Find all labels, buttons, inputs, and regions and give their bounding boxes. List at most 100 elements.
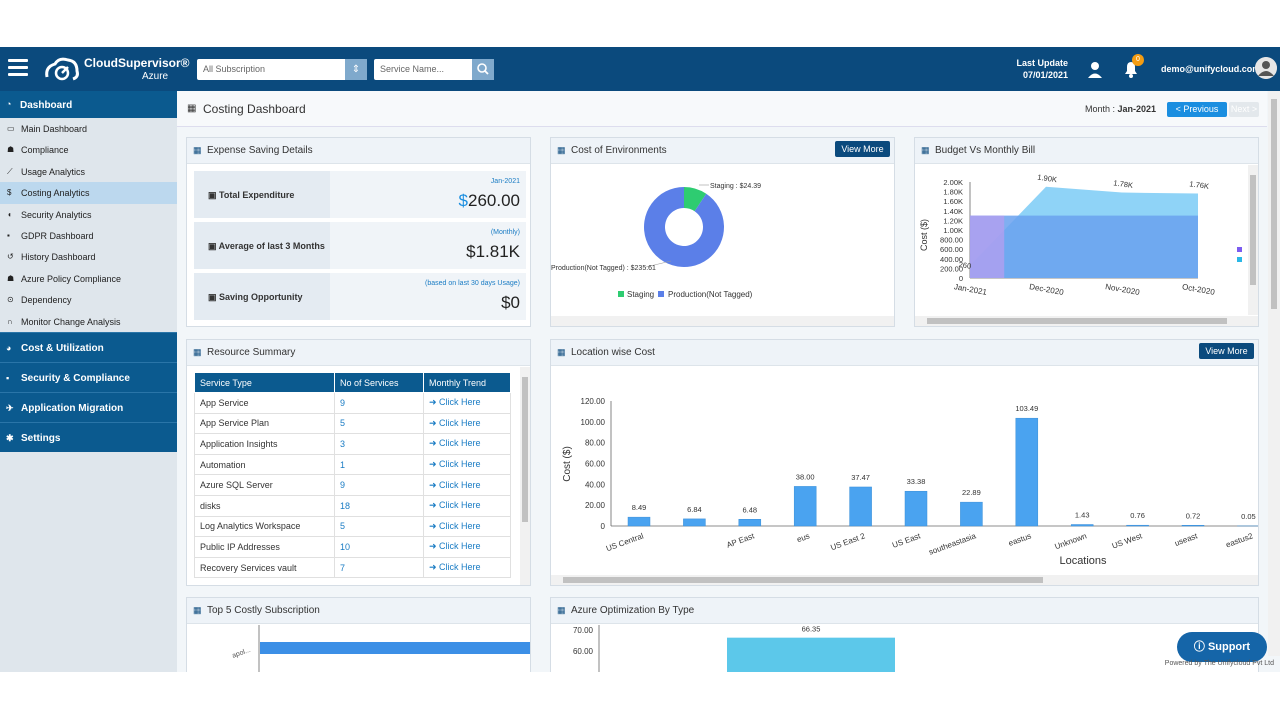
- next-button[interactable]: Next >: [1229, 102, 1259, 117]
- location-bar[interactable]: [904, 490, 928, 527]
- subscription-select[interactable]: All Subscription ⇕: [197, 59, 367, 80]
- sidebar-item-monitor-change-analysis[interactable]: ∩ Monitor Change Analysis: [0, 311, 177, 332]
- service-count[interactable]: 10: [334, 536, 424, 558]
- cloud-logo-icon: [45, 57, 79, 81]
- resource-vscroll[interactable]: [520, 367, 530, 585]
- monthly-trend-link[interactable]: ➜ Click Here: [423, 392, 511, 414]
- location-bar[interactable]: [793, 486, 817, 527]
- sidebar: ◔ Dashboard ▭ Main Dashboard ☗ Compliance ⟋ Us…: [0, 91, 177, 672]
- menu-icon[interactable]: [8, 59, 28, 77]
- service-count[interactable]: 5: [334, 412, 424, 435]
- sidebar-item-costing-analytics[interactable]: $ Costing Analytics: [0, 182, 177, 204]
- grid-icon: ▦: [193, 145, 202, 155]
- location-bar[interactable]: [627, 516, 651, 527]
- location-bar[interactable]: [1126, 524, 1149, 527]
- search-button[interactable]: [472, 59, 494, 80]
- location-bar[interactable]: [849, 486, 872, 527]
- page-vscroll[interactable]: [1268, 91, 1280, 656]
- sidebar-item-gdpr-dashboard[interactable]: ▪ GDPR Dashboard: [0, 225, 177, 246]
- monthly-trend-link[interactable]: ➜ Click Here: [423, 474, 511, 496]
- budget-xtick: Jan-2021: [953, 282, 988, 297]
- user-email[interactable]: demo@unifycloud.com: [1161, 64, 1261, 74]
- service-count[interactable]: 3: [334, 433, 424, 455]
- location-view-more-button[interactable]: View More: [1199, 343, 1254, 359]
- monthly-trend-link[interactable]: ➜ Click Here: [423, 536, 511, 558]
- budget-hscroll[interactable]: [915, 316, 1258, 326]
- budget-vscroll[interactable]: [1248, 165, 1258, 315]
- location-bar[interactable]: [1181, 525, 1205, 527]
- budget-legend-swatch[interactable]: [1237, 247, 1242, 252]
- service-count[interactable]: 9: [334, 474, 424, 496]
- monthly-trend-link[interactable]: ➜ Click Here: [423, 453, 511, 476]
- service-count[interactable]: 7: [334, 556, 424, 579]
- legend-staging[interactable]: Staging: [627, 290, 654, 299]
- expense-title: Expense Saving Details: [207, 145, 313, 156]
- sidebar-item-compliance[interactable]: ☗ Compliance: [0, 139, 177, 160]
- last-update: Last Update 07/01/2021: [1000, 57, 1068, 81]
- sidebar-section-application-migration[interactable]: ✈ Application Migration: [0, 391, 177, 422]
- location-bar[interactable]: [683, 518, 706, 527]
- budget-xtick: Nov-2020: [1105, 282, 1141, 297]
- location-xtick: eastus: [1007, 531, 1032, 548]
- budget-ytick: 1.40K: [943, 207, 963, 216]
- budget-area[interactable]: [970, 215, 1198, 278]
- sidebar-item-main-dashboard[interactable]: ▭ Main Dashboard: [0, 118, 177, 139]
- location-bar[interactable]: [738, 519, 762, 527]
- service-type: disks: [194, 494, 335, 517]
- location-xtick: US East: [891, 531, 922, 550]
- monthly-trend-link[interactable]: ➜ Click Here: [423, 556, 511, 579]
- budget-overlap-area: [970, 215, 1005, 278]
- pie-slice[interactable]: [684, 187, 707, 212]
- sidebar-section-cost-utilization[interactable]: ◕ Cost & Utilization: [0, 331, 177, 362]
- budget-ytick: 400.00: [940, 255, 963, 264]
- location-data-label: 33.38: [907, 477, 926, 486]
- service-count[interactable]: 18: [334, 494, 424, 517]
- chevron-circle-icon: ➜: [429, 459, 440, 470]
- service-count[interactable]: 5: [334, 515, 424, 538]
- table-row: Public IP Addresses 10 ➜ Click Here: [194, 536, 511, 558]
- pie-slice[interactable]: [644, 187, 724, 267]
- monitor-icon: ▭: [7, 124, 15, 133]
- grid-icon: ▦: [921, 145, 930, 155]
- location-bar[interactable]: [1070, 524, 1094, 527]
- resource-col-header[interactable]: Service Type: [194, 372, 335, 393]
- sidebar-section-security-compliance[interactable]: ▪ Security & Compliance: [0, 361, 177, 392]
- monthly-trend-link[interactable]: ➜ Click Here: [423, 412, 511, 435]
- location-data-label: 6.48: [742, 505, 757, 514]
- sidebar-section-settings[interactable]: ✱ Settings: [0, 421, 177, 452]
- support-button[interactable]: ⓘ Support: [1177, 632, 1267, 662]
- sidebar-item-history-dashboard[interactable]: ↺ History Dashboard: [0, 246, 177, 267]
- service-count[interactable]: 1: [334, 453, 424, 476]
- resource-col-header[interactable]: No of Services: [334, 372, 424, 393]
- location-xtick: useast: [1173, 531, 1199, 548]
- resource-col-header[interactable]: Monthly Trend: [423, 372, 511, 393]
- location-ytick: 20.00: [585, 501, 606, 510]
- sidebar-item-security-analytics[interactable]: ◖ Security Analytics: [0, 204, 177, 225]
- monthly-trend-link[interactable]: ➜ Click Here: [423, 433, 511, 455]
- location-bar[interactable]: [960, 501, 983, 527]
- service-search-input[interactable]: Service Name...: [374, 59, 494, 80]
- sidebar-item-usage-analytics[interactable]: ⟋ Usage Analytics: [0, 161, 177, 182]
- monthly-trend-link[interactable]: ➜ Click Here: [423, 515, 511, 538]
- env-hscroll[interactable]: [551, 316, 894, 326]
- location-data-label: 0.72: [1186, 511, 1201, 520]
- avatar-icon[interactable]: [1255, 57, 1277, 79]
- service-count[interactable]: 9: [334, 392, 424, 414]
- location-bar[interactable]: [1015, 417, 1039, 527]
- top5-bar[interactable]: [260, 642, 530, 654]
- money-icon: ▣: [208, 241, 219, 251]
- monthly-trend-link[interactable]: ➜ Click Here: [423, 494, 511, 517]
- optim-bar[interactable]: [727, 637, 895, 672]
- budget-xtick: Dec-2020: [1029, 282, 1065, 297]
- location-header: ▦ Location wise Cost View More: [551, 340, 1258, 366]
- sidebar-head-dashboard[interactable]: ◔ Dashboard: [0, 91, 177, 118]
- env-view-more-button[interactable]: View More: [835, 141, 890, 157]
- legend-prod[interactable]: Production(Not Tagged): [668, 290, 753, 299]
- sidebar-item-azure-policy-compliance[interactable]: ☗ Azure Policy Compliance: [0, 268, 177, 289]
- support-agent-icon[interactable]: [1085, 59, 1105, 79]
- sidebar-item-dependency[interactable]: ⊙ Dependency: [0, 289, 177, 310]
- budget-legend-swatch[interactable]: [1237, 257, 1242, 262]
- location-hscroll[interactable]: [551, 575, 1258, 585]
- previous-button[interactable]: < Previous: [1167, 102, 1227, 117]
- lock-icon: ▪: [7, 230, 10, 240]
